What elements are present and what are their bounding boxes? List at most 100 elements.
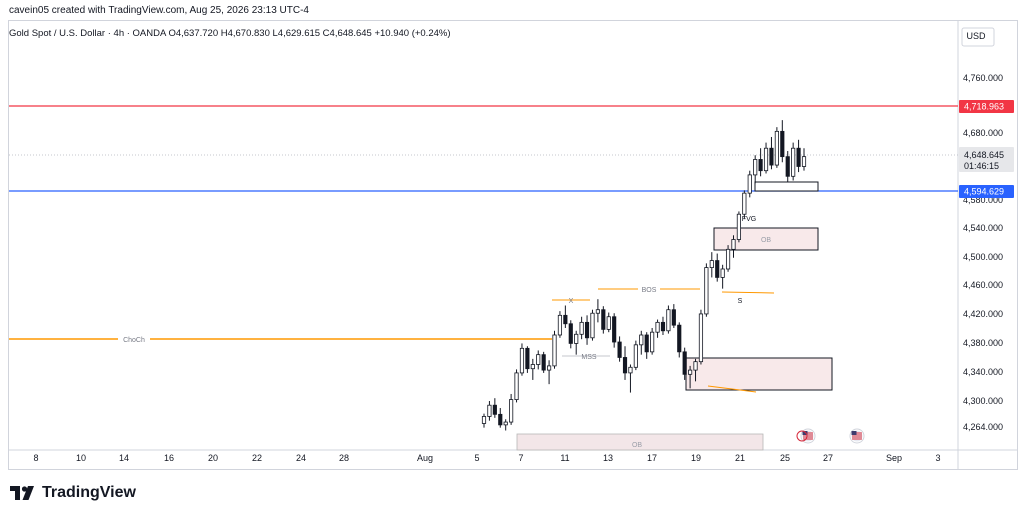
x-tick-label: 14 <box>119 453 129 463</box>
candle-body <box>606 316 611 330</box>
horizontal-lines: ChoCh <box>9 105 958 344</box>
us-flag-event-icon[interactable] <box>800 428 816 444</box>
candle-body <box>541 354 546 371</box>
s-line <box>721 291 775 294</box>
demand-zone <box>685 357 833 391</box>
candle-body <box>574 333 579 344</box>
candle-body <box>552 334 557 367</box>
candle-body <box>742 192 747 215</box>
candle-body <box>796 147 801 167</box>
x-tick-label: 27 <box>823 453 833 463</box>
y-tick-label: 4,760.000 <box>963 73 1003 83</box>
candle-body <box>536 354 541 365</box>
x-tick-label: 3 <box>935 453 940 463</box>
choch-label: ChoCh <box>123 337 145 344</box>
candle-body <box>563 314 568 325</box>
currency-button <box>961 27 995 47</box>
x-tick-label: 16 <box>164 453 174 463</box>
blue-line-price: 4,594.629 <box>964 187 1004 197</box>
liquidity-line <box>707 385 757 393</box>
x-tick-label: 17 <box>647 453 657 463</box>
lower-ob-label: OB <box>632 442 642 449</box>
price-axis: USD4,760.0004,720.0004,680.0004,640.0004… <box>959 27 1014 432</box>
candle-body <box>758 159 763 172</box>
brand-name: TradingView <box>42 484 136 501</box>
y-tick-label: 4,300.000 <box>963 396 1003 406</box>
candle-body <box>660 321 666 332</box>
time-axis: 8 10 14 16 20 22 24 28 Aug 5 7 11 13 17 19 21 25 27 Sep 3 <box>33 453 940 463</box>
us-flag-event-icon[interactable] <box>849 428 865 444</box>
candle-body <box>785 156 790 177</box>
candle-body <box>557 314 563 336</box>
candle-body <box>584 321 590 339</box>
candle-body <box>780 130 785 158</box>
y-tick-label: 4,460.000 <box>963 280 1003 290</box>
y-tick-label: 4,680.000 <box>963 128 1003 138</box>
fvg-label: FVG <box>742 216 756 223</box>
bos-label-bg <box>638 285 660 294</box>
candle-body <box>617 341 622 358</box>
x-tick-label: 13 <box>603 453 613 463</box>
current-price: 4,648.645 <box>964 150 1004 160</box>
y-tick-label: 4,340.000 <box>963 367 1003 377</box>
x-tick-label: 19 <box>691 453 701 463</box>
candle-body <box>715 260 720 278</box>
candle-body <box>639 334 644 346</box>
candle-body <box>590 312 595 339</box>
candle-body <box>595 309 600 314</box>
candle-body <box>791 147 796 177</box>
candle-body <box>612 316 617 343</box>
candle-body <box>519 347 525 374</box>
candle-body <box>487 404 492 417</box>
candle-body <box>688 369 693 375</box>
candle-body <box>666 309 671 332</box>
y-tick-label: 4,264.000 <box>963 422 1003 432</box>
candle-body <box>720 268 725 278</box>
candle-body <box>736 213 741 240</box>
x-tick-label: 24 <box>296 453 306 463</box>
tradingview-logo-icon <box>10 486 36 500</box>
flag-canton <box>851 431 857 435</box>
y-tick-label: 4,540.000 <box>963 223 1003 233</box>
x-tick-label: 8 <box>33 453 38 463</box>
x-tick-label: Aug <box>417 453 433 463</box>
candle-body <box>514 372 519 400</box>
candle-body <box>671 309 676 326</box>
candle-body <box>492 404 497 415</box>
symbol-info: Gold Spot / U.S. Dollar · 4h · OANDA O4,… <box>9 28 451 39</box>
candle-body <box>801 156 807 167</box>
candle-body <box>622 357 628 374</box>
blue-line-price-bg <box>959 185 1014 198</box>
candle-body <box>725 248 731 270</box>
x-label: X <box>569 298 574 305</box>
ob-label: OB <box>761 237 771 244</box>
chart-frame <box>8 20 1018 470</box>
candle-body <box>481 416 487 424</box>
candle-body <box>682 351 687 375</box>
x-tick-label: 25 <box>780 453 790 463</box>
event-flags <box>796 428 865 444</box>
y-tick-label: 4,380.000 <box>963 338 1003 348</box>
annotations: BOS X MSS S FVG <box>552 216 775 393</box>
fvg-zone <box>754 181 819 192</box>
lower-ob-zone <box>516 433 764 451</box>
event-marker-icon <box>796 430 808 442</box>
candle-body <box>704 267 709 315</box>
candle-body <box>628 366 633 374</box>
currency-label: USD <box>966 31 986 41</box>
candle-body <box>731 239 736 250</box>
x-tick-label: 10 <box>76 453 86 463</box>
candle-body <box>579 321 584 335</box>
candle-body <box>525 347 530 370</box>
x-tick-label: 11 <box>560 453 569 463</box>
candle-body <box>753 159 758 176</box>
candle-body <box>644 334 649 353</box>
x-tick-label: 22 <box>252 453 262 463</box>
red-line-price-bg <box>959 100 1014 113</box>
bos-label: BOS <box>642 287 657 294</box>
tradingview-logo[interactable]: TradingView <box>10 484 136 502</box>
candle-body <box>503 421 508 426</box>
countdown: 01:46:15 <box>964 161 999 171</box>
x-tick-label: 21 <box>735 453 745 463</box>
